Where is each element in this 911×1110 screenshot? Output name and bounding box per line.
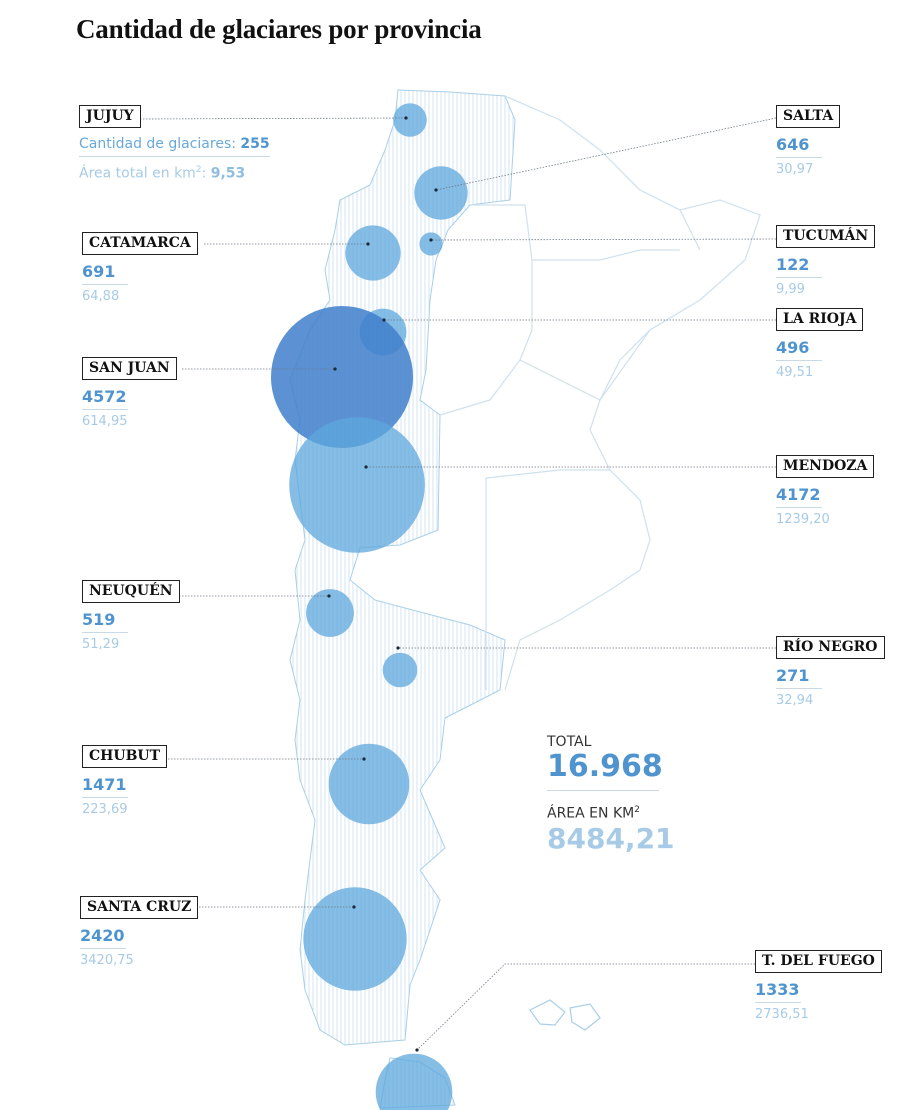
total-value: 16.968 bbox=[547, 749, 663, 784]
label-rio-negro: RÍO NEGRO 271 32,94 bbox=[776, 636, 885, 708]
province-area-santa-cruz: 3420,75 bbox=[80, 953, 134, 968]
province-area-san-juan: 614,95 bbox=[82, 414, 128, 429]
province-name-la-rioja: LA RIOJA bbox=[776, 308, 864, 331]
bubble-san-juan bbox=[271, 306, 413, 448]
province-count-rio-negro: 271 bbox=[776, 666, 822, 689]
legend-area: Área total en km2: 9,53 bbox=[79, 165, 246, 182]
anchor-dot-mendoza bbox=[364, 465, 368, 469]
total-label: TOTAL bbox=[547, 734, 592, 750]
total-area-label: ÁREA EN KM2 bbox=[547, 805, 640, 822]
province-count-catamarca: 691 bbox=[82, 262, 128, 285]
anchor-dot-chubut bbox=[362, 757, 366, 761]
leader-lines bbox=[136, 116, 777, 1052]
label-jujuy: JUJUY Cantidad de glaciares: 255 Área to… bbox=[79, 105, 270, 182]
bubble-t-del-fuego bbox=[375, 1053, 453, 1110]
province-name-neuquen: NEUQUÉN bbox=[82, 580, 180, 603]
province-count-tierra-del-fuego: 1333 bbox=[755, 980, 801, 1003]
province-name-salta: SALTA bbox=[776, 105, 841, 128]
bubble-jujuy bbox=[393, 103, 427, 137]
anchor-dot-r-o-negro bbox=[396, 646, 400, 650]
bubble-neuqu-n bbox=[306, 589, 354, 637]
label-tierra-del-fuego: T. DEL FUEGO 1333 2736,51 bbox=[755, 950, 882, 1022]
province-area-neuquen: 51,29 bbox=[82, 637, 120, 652]
anchor-dot-san-juan bbox=[333, 367, 337, 371]
page-title: Cantidad de glaciares por provincia bbox=[76, 14, 482, 44]
province-name-jujuy: JUJUY bbox=[79, 105, 141, 128]
province-count-mendoza: 4172 bbox=[776, 485, 822, 508]
anchor-dot-catamarca bbox=[366, 242, 370, 246]
label-santa-cruz: SANTA CRUZ 2420 3420,75 bbox=[80, 896, 199, 968]
bubble-r-o-negro bbox=[382, 652, 418, 688]
bubble-santa-cruz bbox=[303, 887, 407, 991]
eastern-provinces bbox=[439, 95, 761, 691]
province-name-mendoza: MENDOZA bbox=[776, 455, 875, 478]
legend-count: Cantidad de glaciares: 255 bbox=[79, 136, 270, 157]
province-area-salta: 30,97 bbox=[776, 162, 814, 177]
anchor-dot-tucum-n bbox=[429, 238, 433, 242]
province-area-rio-negro: 32,94 bbox=[776, 693, 814, 708]
label-chubut: CHUBUT 1471 223,69 bbox=[82, 745, 168, 817]
label-tucuman: TUCUMÁN 122 9,99 bbox=[776, 225, 876, 297]
province-area-tierra-del-fuego: 2736,51 bbox=[755, 1007, 809, 1022]
province-count-santa-cruz: 2420 bbox=[80, 926, 126, 949]
province-name-tierra-del-fuego: T. DEL FUEGO bbox=[755, 950, 882, 973]
bubble-chubut bbox=[328, 743, 410, 825]
label-la-rioja: LA RIOJA 496 49,51 bbox=[776, 308, 864, 380]
anchor-dot-la-rioja bbox=[382, 318, 386, 322]
province-count-salta: 646 bbox=[776, 135, 822, 158]
bubble-mendoza bbox=[289, 417, 425, 553]
bubble-catamarca bbox=[345, 225, 401, 281]
bubbles bbox=[271, 103, 468, 1110]
anchor-dot-jujuy bbox=[404, 116, 408, 120]
province-area-tucuman: 9,99 bbox=[776, 282, 805, 297]
province-name-chubut: CHUBUT bbox=[82, 745, 168, 768]
label-neuquen: NEUQUÉN 519 51,29 bbox=[82, 580, 180, 652]
province-name-rio-negro: RÍO NEGRO bbox=[776, 636, 885, 659]
province-count-tucuman: 122 bbox=[776, 255, 822, 278]
province-name-san-juan: SAN JUAN bbox=[82, 357, 177, 380]
label-salta: SALTA 646 30,97 bbox=[776, 105, 841, 177]
leader-line-salta bbox=[435, 117, 777, 191]
anchor-dot-neuqu-n bbox=[327, 594, 331, 598]
province-name-catamarca: CATAMARCA bbox=[82, 232, 198, 255]
anchor-dot-santa-cruz bbox=[352, 905, 356, 909]
province-area-la-rioja: 49,51 bbox=[776, 365, 814, 380]
bubble-tucum-n bbox=[419, 232, 443, 256]
leader-line-tucum-n bbox=[430, 238, 777, 241]
label-san-juan: SAN JUAN 4572 614,95 bbox=[82, 357, 177, 429]
province-area-chubut: 223,69 bbox=[82, 802, 128, 817]
malvinas-islands bbox=[529, 999, 601, 1031]
province-name-santa-cruz: SANTA CRUZ bbox=[80, 896, 199, 919]
label-mendoza: MENDOZA 4172 1239,20 bbox=[776, 455, 875, 527]
province-area-catamarca: 64,88 bbox=[82, 289, 120, 304]
leader-line-t-del-fuego bbox=[416, 963, 755, 1051]
total-area-value: 8484,21 bbox=[547, 821, 675, 855]
anchor-dot-salta bbox=[434, 188, 438, 192]
province-area-mendoza: 1239,20 bbox=[776, 512, 830, 527]
anchor-dot-t-del-fuego bbox=[415, 1048, 419, 1052]
province-name-tucuman: TUCUMÁN bbox=[776, 225, 876, 248]
province-count-chubut: 1471 bbox=[82, 775, 128, 798]
province-count-san-juan: 4572 bbox=[82, 387, 128, 410]
province-count-neuquen: 519 bbox=[82, 610, 128, 633]
label-catamarca: CATAMARCA 691 64,88 bbox=[82, 232, 198, 304]
bubble-salta bbox=[414, 166, 468, 220]
province-count-la-rioja: 496 bbox=[776, 338, 822, 361]
total-divider bbox=[547, 790, 659, 791]
totals-block: TOTAL 16.968 ÁREA EN KM2 8484,21 bbox=[547, 734, 675, 856]
